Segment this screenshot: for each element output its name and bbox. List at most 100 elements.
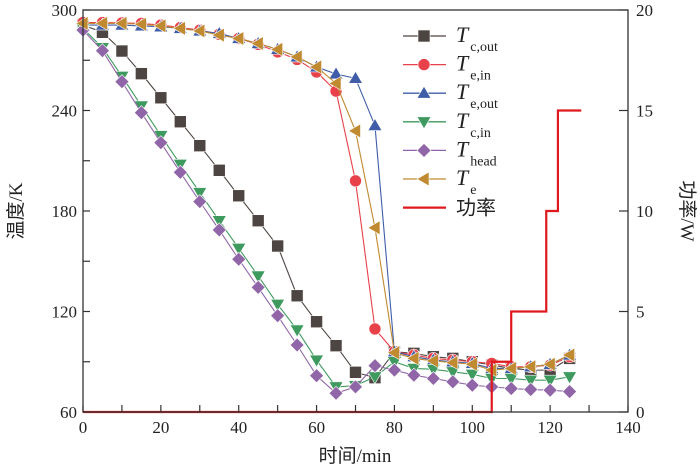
data-point (349, 174, 362, 188)
data-point (75, 15, 89, 31)
legend-marker (416, 85, 432, 99)
data-point (289, 337, 305, 353)
data-point (193, 139, 207, 152)
x-tick-label: 40 (230, 418, 247, 437)
legend-item: Tc,out (403, 22, 498, 55)
data-point (425, 371, 441, 386)
series-c-in (75, 23, 578, 395)
y-tick-label: 180 (52, 202, 78, 221)
data-point (153, 18, 167, 34)
data-point (250, 279, 266, 295)
legend-marker (417, 29, 431, 43)
y2-tick-label: 5 (636, 303, 645, 322)
data-point (289, 324, 305, 338)
data-point (542, 382, 558, 398)
x-tick-label: 80 (386, 418, 403, 437)
data-point (211, 27, 225, 43)
data-point (328, 75, 342, 91)
data-point (503, 360, 517, 376)
data-point (562, 371, 578, 385)
y-tick-label: 60 (60, 403, 77, 422)
data-point (172, 20, 186, 36)
legend-subscript: c,out (470, 40, 498, 55)
data-point (192, 194, 208, 210)
data-point (542, 374, 558, 388)
data-point (329, 339, 343, 352)
data-point (367, 220, 381, 236)
data-point (94, 15, 108, 31)
data-point (387, 362, 402, 378)
data-point (445, 355, 459, 371)
legend-subscript: e (470, 183, 476, 198)
data-point (523, 359, 536, 375)
legend-item: Te,in (403, 51, 491, 84)
data-point (464, 377, 480, 393)
x-tick-label: 120 (537, 418, 563, 437)
legend-subscript: head (470, 154, 496, 169)
x-tick-label: 0 (79, 418, 88, 437)
data-point (309, 354, 325, 368)
data-point (310, 315, 323, 329)
y2-tick-label: 15 (636, 102, 653, 121)
legend-label: 功率 (456, 197, 496, 220)
data-point (250, 35, 264, 52)
legend-subscript: e,in (470, 69, 491, 84)
x-axis-label: 时间/min (319, 445, 392, 467)
data-point (406, 367, 422, 383)
data-point (328, 385, 344, 401)
data-point (95, 43, 110, 59)
data-point (211, 222, 227, 238)
data-point (270, 308, 286, 324)
data-point (232, 189, 246, 203)
legend-item: Tc,in (403, 108, 491, 141)
y-tick-label: 240 (52, 102, 78, 121)
y-tick-label: 120 (52, 303, 78, 322)
data-point (368, 322, 382, 336)
series-head (75, 22, 578, 401)
data-point (308, 59, 322, 75)
data-point (270, 298, 286, 312)
data-point (523, 374, 539, 388)
y2-axis-label: 功率/W (676, 180, 698, 241)
data-point (133, 105, 149, 121)
y2-tick-label: 10 (636, 202, 653, 221)
data-point (464, 356, 478, 372)
y2-tick-label: 0 (636, 403, 645, 422)
legend-item: Te,out (403, 79, 498, 112)
legend-item: Te (403, 165, 476, 198)
series-e-out (75, 17, 578, 374)
data-point (115, 44, 129, 58)
data-point (464, 369, 480, 382)
data-point (347, 123, 361, 139)
data-point (211, 215, 227, 229)
x-tick-label: 60 (308, 418, 325, 437)
data-point (231, 30, 245, 46)
data-point (542, 356, 556, 372)
data-point (192, 23, 206, 39)
data-point (406, 350, 420, 366)
x-tick-label: 140 (615, 418, 641, 437)
data-point (348, 379, 363, 395)
data-point (114, 15, 128, 31)
data-point (425, 353, 439, 369)
data-point (367, 358, 383, 374)
data-point (349, 366, 362, 379)
series-line (83, 22, 570, 368)
legend-item: Thead (403, 136, 497, 169)
power-line (83, 109, 582, 414)
series-power (83, 109, 582, 414)
data-point (133, 16, 147, 32)
x-tick-label: 20 (152, 418, 169, 437)
data-point (290, 289, 304, 303)
legend-item-power: 功率 (403, 197, 496, 220)
data-point (562, 347, 575, 363)
legend-label: Te (456, 165, 476, 198)
data-point (154, 91, 168, 105)
data-point (251, 214, 265, 228)
legend-marker (416, 142, 432, 158)
data-point (212, 163, 226, 177)
series-line (82, 24, 570, 379)
data-point (231, 251, 247, 267)
